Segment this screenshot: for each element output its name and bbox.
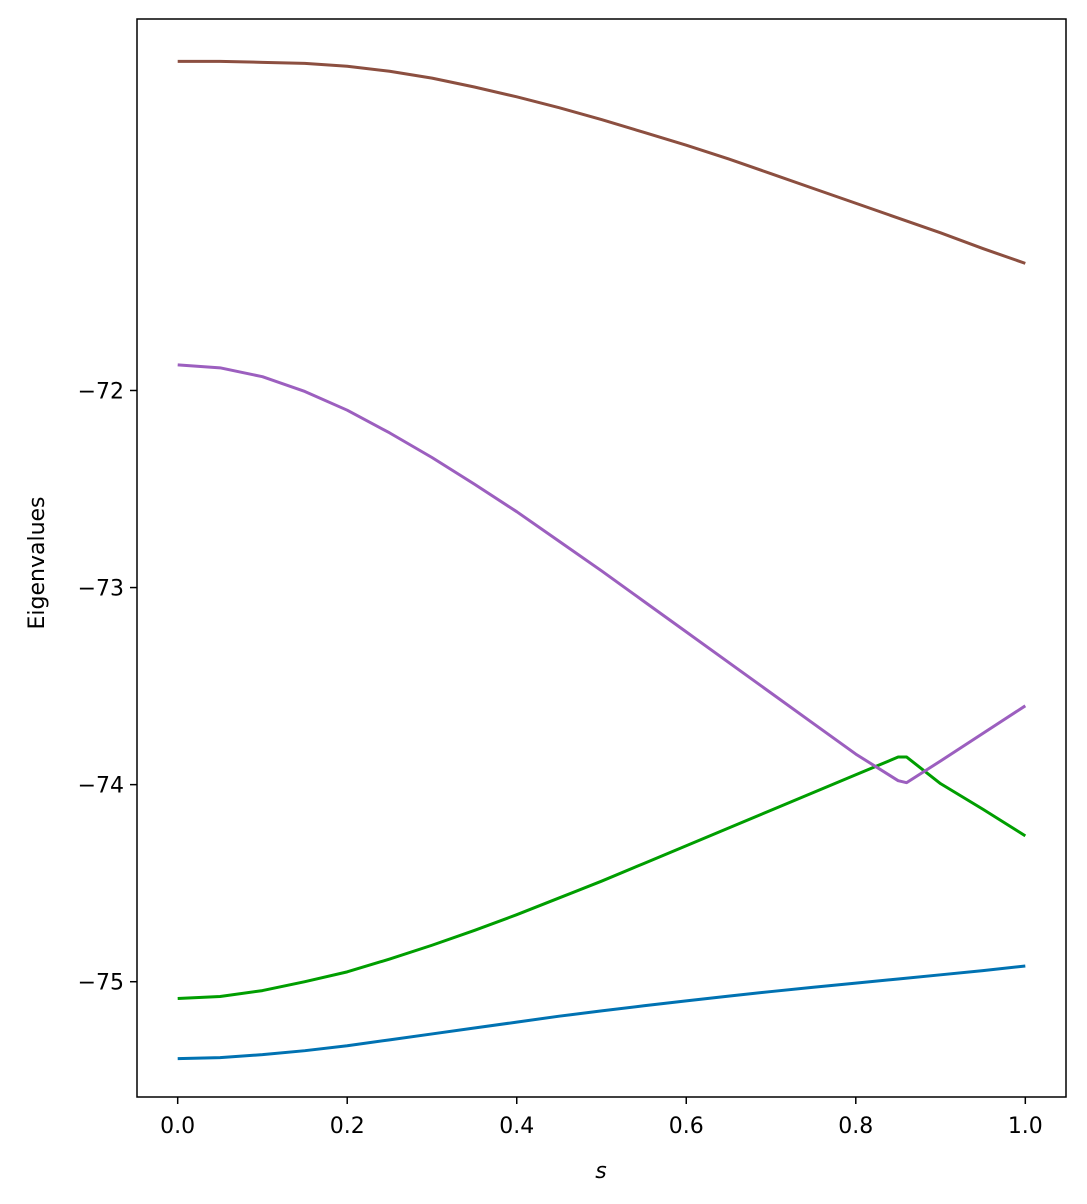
y-tick-label: −72: [78, 379, 124, 404]
x-tick-label: 1.0: [1008, 1114, 1043, 1139]
series-line-2: [177, 755, 1027, 1000]
x-tick-label: 0.0: [160, 1114, 195, 1139]
x-tick-label: 0.2: [330, 1114, 365, 1139]
plot-frame: [136, 18, 1067, 1098]
y-tick-label: −74: [78, 774, 124, 799]
series-line-4: [177, 59, 1026, 265]
y-tick-label: −73: [78, 577, 124, 602]
y-axis-label: Eigenvalues: [25, 496, 50, 629]
x-axis-label: s: [595, 1159, 606, 1184]
x-tick-label: 0.4: [499, 1114, 534, 1139]
series-line-1: [177, 964, 1026, 1061]
series-layer: [177, 59, 1027, 1061]
x-tick-label: 0.8: [838, 1114, 873, 1139]
series-line-3: [177, 363, 1027, 785]
axes-layer: 0.0 0.2 0.4 0.6 0.8 1.0 −72 −73 −74 −75: [78, 18, 1067, 1139]
x-tick-label: 0.6: [669, 1114, 704, 1139]
y-tick-label: −75: [78, 971, 124, 996]
